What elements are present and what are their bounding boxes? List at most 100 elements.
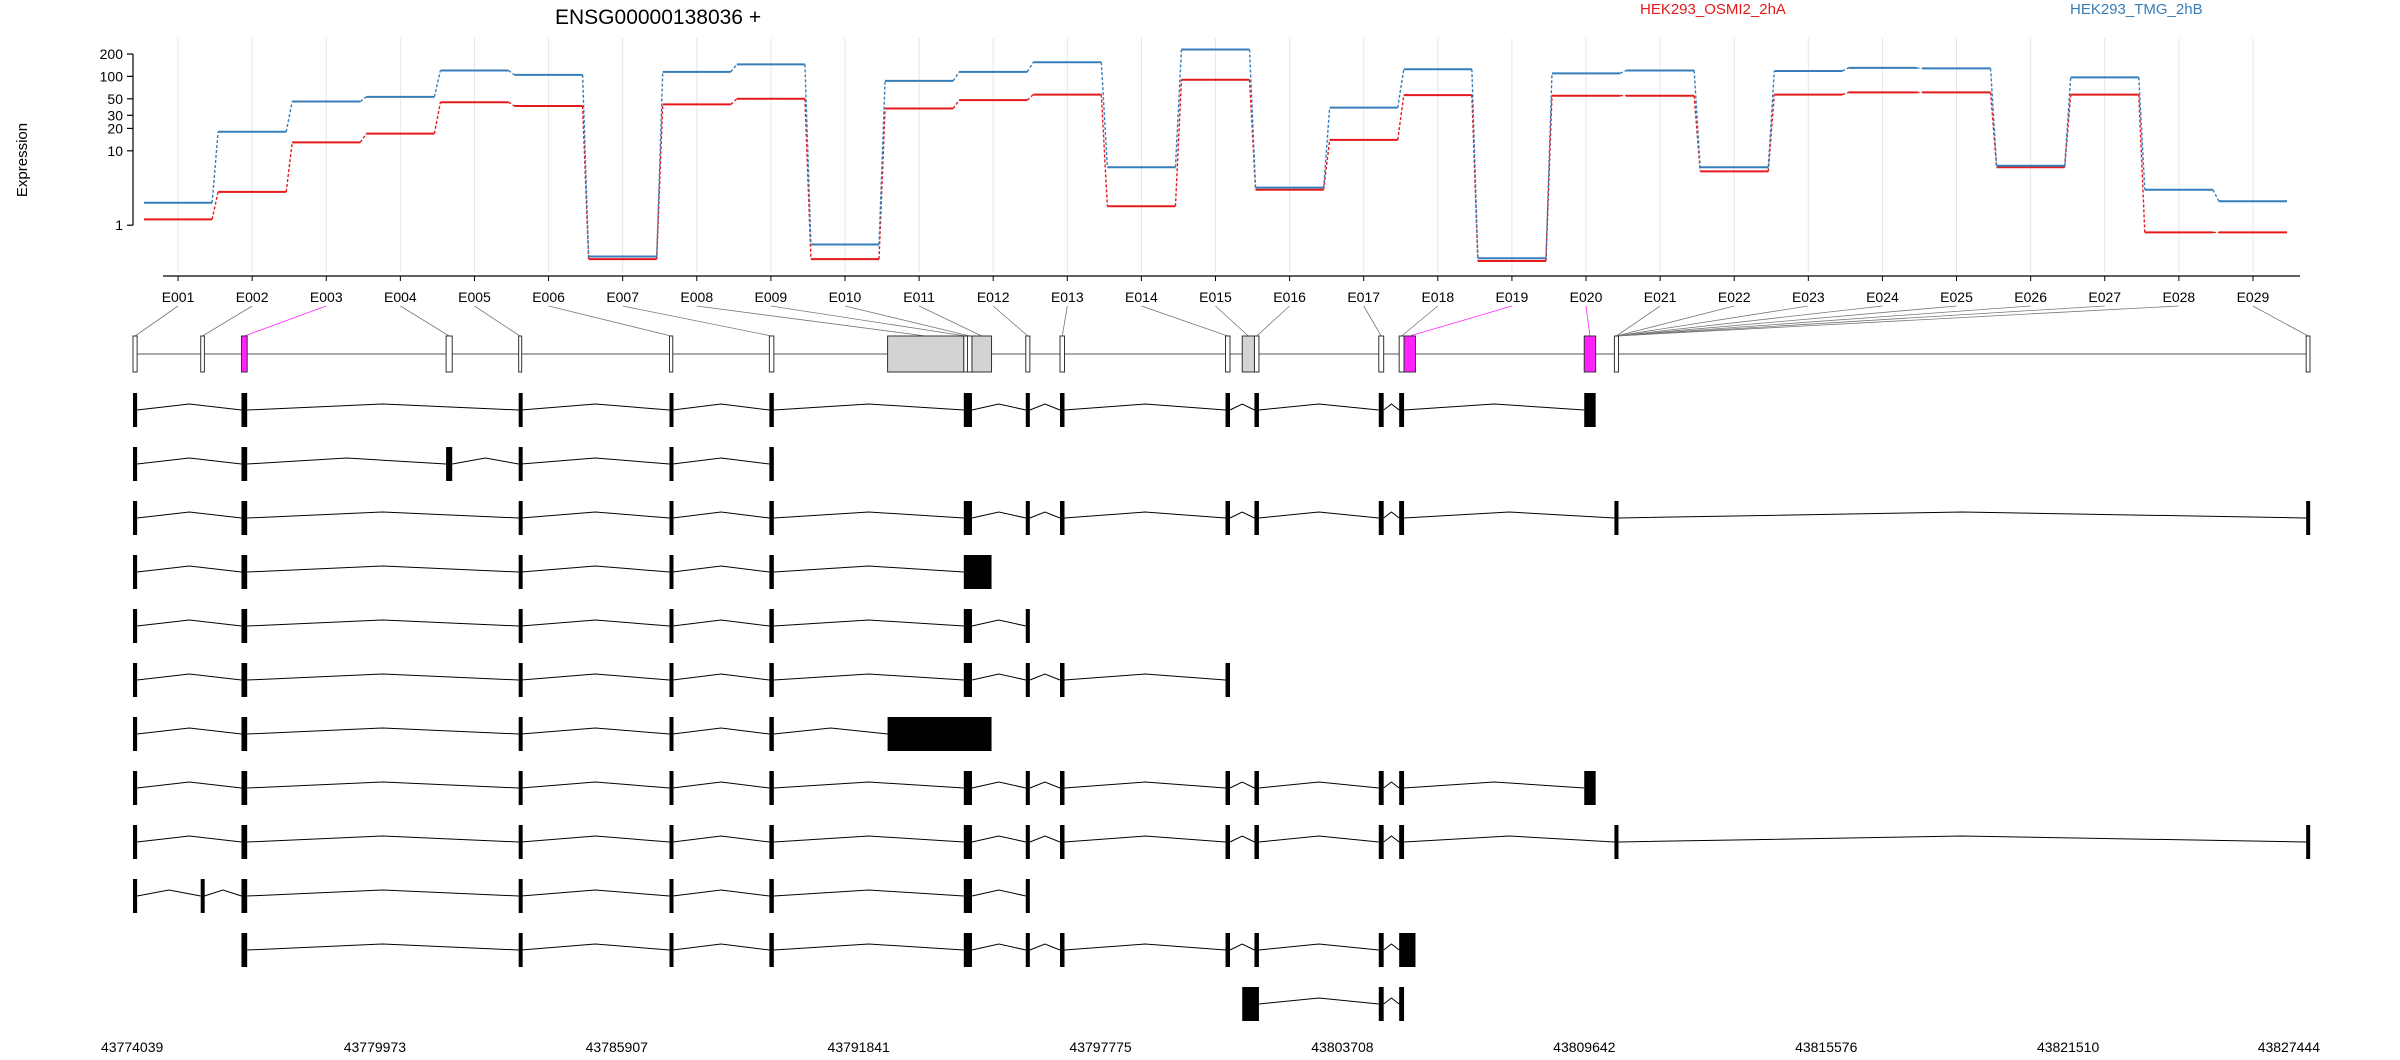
transcript-intron bbox=[1258, 511, 1379, 519]
transcript-intron bbox=[521, 565, 670, 573]
transcript-exon bbox=[1225, 771, 1230, 805]
gene-exon-E001 bbox=[132, 335, 138, 373]
coordinate-label: 43774039 bbox=[101, 1039, 164, 1055]
transcript-intron bbox=[137, 781, 242, 789]
transcript-intron bbox=[1258, 403, 1379, 411]
series-1-connector bbox=[952, 99, 960, 109]
series-1-connector bbox=[1767, 94, 1775, 172]
exon-connector-E026 bbox=[1616, 305, 2031, 337]
transcript-exon bbox=[133, 825, 138, 859]
transcript-exon bbox=[1060, 933, 1065, 967]
transcript-intron bbox=[1383, 835, 1400, 843]
transcript-intron bbox=[971, 619, 1026, 627]
transcript-intron bbox=[971, 835, 1026, 843]
transcript-exon bbox=[518, 393, 523, 427]
transcript-exon bbox=[241, 447, 248, 481]
exon-connector-E015 bbox=[1215, 305, 1249, 337]
exon-label-E025: E025 bbox=[1940, 289, 1973, 305]
exon-connector-E002 bbox=[202, 305, 253, 337]
transcript-12 bbox=[1242, 987, 1405, 1021]
transcript-intron bbox=[521, 835, 670, 843]
transcript-intron bbox=[1064, 943, 1226, 951]
series-lines bbox=[144, 48, 2287, 263]
transcript-intron bbox=[1029, 403, 1061, 411]
transcript-intron bbox=[1383, 781, 1400, 789]
transcript-intron bbox=[1383, 997, 1400, 1005]
gene-exon-E014 bbox=[1225, 335, 1231, 373]
transcript-intron bbox=[1618, 511, 2307, 519]
exon-label-E017: E017 bbox=[1347, 289, 1380, 305]
transcript-exon bbox=[769, 555, 774, 589]
gene-exon-E018 bbox=[1398, 335, 1405, 373]
series-2-connector bbox=[433, 70, 442, 98]
exon-label-E023: E023 bbox=[1792, 289, 1825, 305]
transcript-exon bbox=[669, 663, 674, 697]
series-1-connector bbox=[285, 142, 293, 193]
transcript-6 bbox=[133, 663, 1230, 697]
gene-exon-E010 bbox=[966, 335, 973, 373]
exon-connector-E012 bbox=[992, 305, 1029, 337]
exon-label-E011: E011 bbox=[903, 289, 935, 305]
exon-connector-E025 bbox=[1616, 305, 1957, 337]
exon-connector-E017 bbox=[1363, 305, 1382, 337]
transcript-intron bbox=[971, 673, 1026, 681]
series-2-connector bbox=[581, 74, 590, 257]
series-2-connector bbox=[1545, 73, 1553, 259]
transcript-exon bbox=[963, 609, 972, 643]
transcript-exon bbox=[241, 879, 248, 913]
transcript-exon bbox=[2306, 501, 2311, 535]
series-2-connector bbox=[1767, 71, 1775, 168]
coordinate-label: 43797775 bbox=[1069, 1039, 1132, 1055]
transcript-exon bbox=[241, 825, 248, 859]
transcript-exon bbox=[769, 609, 774, 643]
transcript-intron bbox=[1029, 511, 1061, 519]
transcript-intron bbox=[773, 673, 964, 681]
exon-connector-E005 bbox=[474, 305, 521, 337]
series-2-connector bbox=[1322, 107, 1331, 188]
transcript-exon bbox=[133, 771, 138, 805]
exon-connector-E011 bbox=[918, 305, 982, 337]
chart-title: ENSG00000138036 + bbox=[555, 6, 761, 29]
transcript-exon bbox=[1225, 933, 1230, 967]
y-tick-label: 20 bbox=[107, 120, 123, 136]
transcript-exon bbox=[518, 663, 523, 697]
gene-exon-E003 bbox=[240, 335, 248, 373]
transcript-exon bbox=[1399, 825, 1405, 859]
genomic-coordinates: 43774039 43779973 43785907 43791841 43797775… bbox=[101, 1039, 2320, 1055]
transcript-5 bbox=[133, 609, 1030, 643]
series-1-connector bbox=[1174, 79, 1183, 207]
gene-exon-E012 bbox=[1025, 335, 1031, 373]
exon-label-E024: E024 bbox=[1866, 289, 1899, 305]
transcript-intron bbox=[773, 565, 964, 573]
transcript-intron bbox=[773, 835, 964, 843]
series-2-connector bbox=[1397, 69, 1405, 108]
exon-label-E016: E016 bbox=[1273, 289, 1306, 305]
series-2-connector bbox=[1693, 70, 1701, 168]
transcript-exon bbox=[133, 609, 138, 643]
transcript-7 bbox=[133, 717, 992, 751]
transcript-intron bbox=[521, 727, 670, 735]
exon-connector-E023 bbox=[1616, 305, 1809, 337]
exon-connectors bbox=[134, 305, 2309, 337]
transcript-exon bbox=[963, 933, 972, 967]
series-1-connector bbox=[433, 102, 442, 134]
y-tick-label: 200 bbox=[100, 46, 124, 62]
transcript-exon bbox=[1060, 393, 1065, 427]
transcript-exon bbox=[669, 933, 674, 967]
series-2-connector bbox=[1026, 61, 1034, 73]
transcript-exon bbox=[133, 447, 138, 481]
transcript-exon bbox=[1025, 501, 1030, 535]
series-1-connector bbox=[804, 98, 812, 260]
transcript-intron bbox=[1404, 511, 1615, 519]
series-1-connector bbox=[1248, 79, 1257, 190]
transcript-models bbox=[133, 393, 2311, 1021]
transcript-intron bbox=[204, 889, 242, 897]
transcript-intron bbox=[521, 457, 670, 465]
transcript-intron bbox=[247, 781, 519, 789]
transcript-intron bbox=[1029, 781, 1061, 789]
transcript-exon bbox=[133, 879, 138, 913]
transcript-intron bbox=[773, 727, 888, 735]
transcript-exon bbox=[1025, 825, 1030, 859]
exon-label-E028: E028 bbox=[2162, 289, 2195, 305]
series-2-connector bbox=[2212, 189, 2220, 202]
